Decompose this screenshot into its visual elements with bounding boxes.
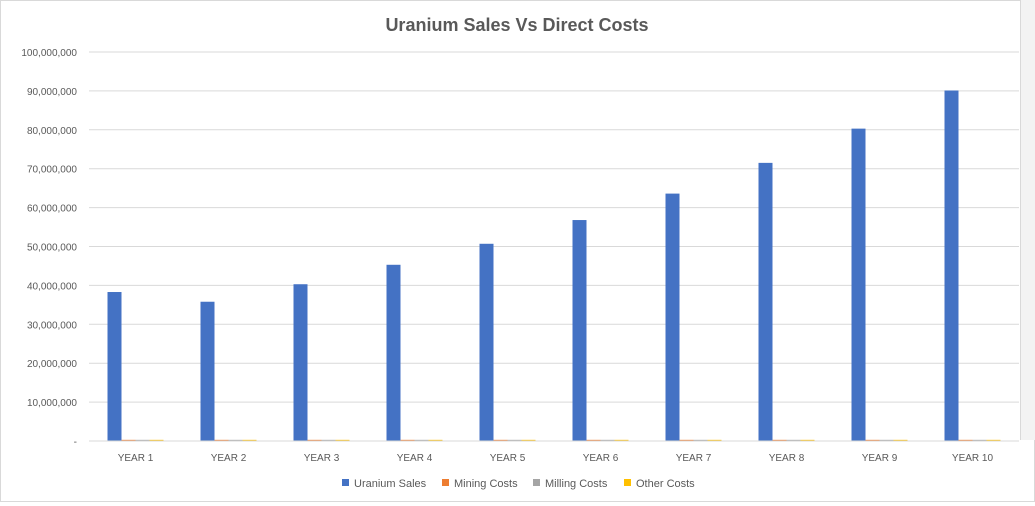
bar-uranium-sales bbox=[479, 243, 494, 441]
bar-mining-costs bbox=[679, 439, 694, 441]
legend-swatch bbox=[624, 479, 631, 486]
bar-milling-costs bbox=[135, 439, 150, 441]
x-tick-label: YEAR 9 bbox=[862, 453, 898, 464]
bar-uranium-sales bbox=[107, 292, 122, 441]
y-tick-label: 50,000,000 bbox=[27, 243, 77, 254]
bar-milling-costs bbox=[879, 439, 894, 441]
bar-other-costs bbox=[614, 439, 629, 441]
y-tick-label: 30,000,000 bbox=[27, 320, 77, 331]
bar-other-costs bbox=[242, 439, 257, 441]
bar-milling-costs bbox=[600, 439, 615, 441]
bar-other-costs bbox=[335, 439, 350, 441]
x-tick-label: YEAR 1 bbox=[118, 453, 154, 464]
x-tick-label: YEAR 4 bbox=[397, 453, 433, 464]
bar-other-costs bbox=[521, 439, 536, 441]
legend-swatch bbox=[533, 479, 540, 486]
bar-uranium-sales bbox=[572, 220, 587, 441]
bar-uranium-sales bbox=[851, 128, 866, 441]
y-tick-label: 90,000,000 bbox=[27, 87, 77, 98]
x-tick-label: YEAR 7 bbox=[676, 453, 712, 464]
x-tick-label: YEAR 5 bbox=[490, 453, 526, 464]
bar-other-costs bbox=[428, 439, 443, 441]
y-tick-label: 20,000,000 bbox=[27, 359, 77, 370]
bar-mining-costs bbox=[865, 439, 880, 441]
bar-milling-costs bbox=[786, 439, 801, 441]
bar-other-costs bbox=[986, 439, 1001, 441]
y-tick-label: 60,000,000 bbox=[27, 204, 77, 215]
bar-uranium-sales bbox=[665, 193, 680, 441]
bar-other-costs bbox=[707, 439, 722, 441]
scrollbar-edge bbox=[1020, 0, 1035, 440]
bar-other-costs bbox=[893, 439, 908, 441]
legend-label: Mining Costs bbox=[454, 478, 518, 490]
bar-milling-costs bbox=[972, 439, 987, 441]
bar-milling-costs bbox=[414, 439, 429, 441]
y-axis: - 10,000,000 20,000,000 30,000,000 40,000,00… bbox=[21, 48, 77, 448]
legend: Uranium Sales Mining Costs Milling Costs Ot… bbox=[342, 478, 695, 490]
x-tick-label: YEAR 2 bbox=[211, 453, 247, 464]
y-tick-label: 10,000,000 bbox=[27, 398, 77, 409]
bar-mining-costs bbox=[586, 439, 601, 441]
bar-uranium-sales bbox=[200, 301, 215, 441]
bar-milling-costs bbox=[321, 439, 336, 441]
chart-title: Uranium Sales Vs Direct Costs bbox=[385, 15, 648, 35]
legend-label: Milling Costs bbox=[545, 478, 608, 490]
bar-mining-costs bbox=[214, 439, 229, 441]
bar-milling-costs bbox=[693, 439, 708, 441]
gridlines bbox=[89, 51, 1019, 442]
bar-milling-costs bbox=[507, 439, 522, 441]
x-tick-label: YEAR 10 bbox=[952, 453, 994, 464]
bar-uranium-sales bbox=[386, 264, 401, 441]
x-tick-label: YEAR 3 bbox=[304, 453, 340, 464]
legend-label: Uranium Sales bbox=[354, 478, 427, 490]
bar-milling-costs bbox=[228, 439, 243, 441]
y-tick-label: 80,000,000 bbox=[27, 126, 77, 137]
x-tick-label: YEAR 6 bbox=[583, 453, 619, 464]
legend-label: Other Costs bbox=[636, 478, 695, 490]
bar-uranium-sales bbox=[293, 284, 308, 441]
bar-mining-costs bbox=[958, 439, 973, 441]
bar-uranium-sales bbox=[758, 162, 773, 442]
y-tick-label: 100,000,000 bbox=[21, 48, 77, 59]
bar-mining-costs bbox=[772, 439, 787, 441]
y-tick-label: - bbox=[74, 437, 77, 448]
bars bbox=[107, 90, 1001, 442]
y-tick-label: 70,000,000 bbox=[27, 165, 77, 176]
legend-swatch bbox=[342, 479, 349, 486]
legend-swatch bbox=[442, 479, 449, 486]
y-tick-label: 40,000,000 bbox=[27, 281, 77, 292]
bar-other-costs bbox=[149, 439, 164, 441]
bar-mining-costs bbox=[121, 439, 136, 441]
bar-mining-costs bbox=[400, 439, 415, 441]
bar-other-costs bbox=[800, 439, 815, 441]
bar-uranium-sales bbox=[944, 90, 959, 442]
bar-mining-costs bbox=[307, 439, 322, 441]
x-axis: YEAR 1 YEAR 2 YEAR 3 YEAR 4 YEAR 5 YEAR 6 YEAR… bbox=[89, 440, 1019, 464]
bar-mining-costs bbox=[493, 439, 508, 441]
x-tick-label: YEAR 8 bbox=[769, 453, 805, 464]
